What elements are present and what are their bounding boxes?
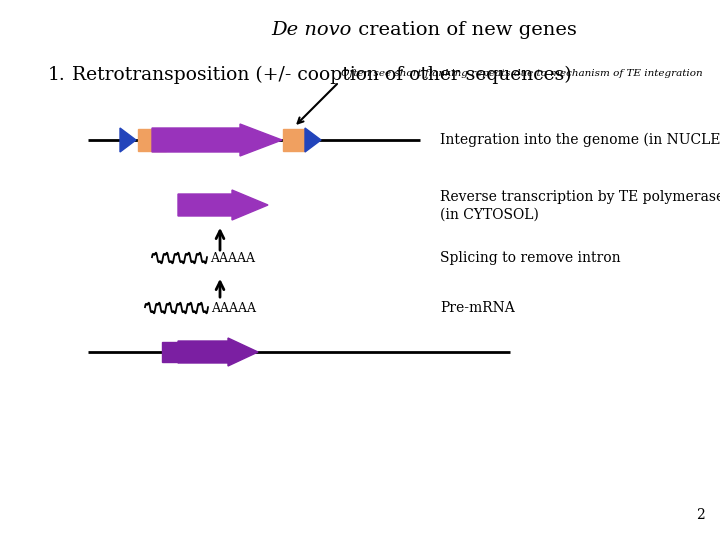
Text: Pre-mRNA: Pre-mRNA [440,301,515,315]
FancyArrow shape [178,190,268,220]
Text: Integration into the genome (in NUCLEUS): Integration into the genome (in NUCLEUS) [440,133,720,147]
Bar [138,129,166,151]
Text: 1.: 1. [48,66,66,84]
Text: AAAAA: AAAAA [211,301,256,314]
Text: De novo: De novo [271,21,352,39]
Text: AAAAA: AAAAA [210,252,255,265]
Polygon shape [120,128,136,152]
Bar [283,129,305,151]
Text: creation of new genes: creation of new genes [352,21,577,39]
Text: Reverse transcription by TE polymerases: Reverse transcription by TE polymerases [440,190,720,204]
Text: (in CYTOSOL): (in CYTOSOL) [440,208,539,222]
Text: Splicing to remove intron: Splicing to remove intron [440,251,621,265]
FancyArrow shape [152,124,282,156]
Text: Often see short flanking repeats due to mechanism of TE integration: Often see short flanking repeats due to … [341,69,703,78]
Bar [162,342,178,362]
Text: Retrotransposition (+/- cooption of other sequences): Retrotransposition (+/- cooption of othe… [72,66,572,84]
Polygon shape [305,128,321,152]
Text: 2: 2 [696,508,705,522]
FancyArrow shape [178,338,258,366]
